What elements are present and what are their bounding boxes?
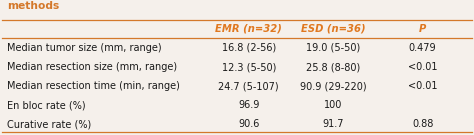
Text: 24.7 (5-107): 24.7 (5-107) (219, 81, 279, 91)
Text: 0.479: 0.479 (409, 43, 437, 53)
Text: 90.9 (29-220): 90.9 (29-220) (300, 81, 366, 91)
Text: 19.0 (5-50): 19.0 (5-50) (306, 43, 360, 53)
Text: EMR (n=32): EMR (n=32) (215, 24, 282, 34)
Text: 12.3 (5-50): 12.3 (5-50) (221, 62, 276, 72)
Text: 91.7: 91.7 (323, 119, 344, 129)
Text: Median resection time (min, range): Median resection time (min, range) (7, 81, 180, 91)
Text: methods: methods (7, 1, 59, 11)
Text: 0.88: 0.88 (412, 119, 433, 129)
Text: 100: 100 (324, 100, 343, 110)
Text: Median resection size (mm, range): Median resection size (mm, range) (7, 62, 177, 72)
Text: 96.9: 96.9 (238, 100, 259, 110)
Text: En bloc rate (%): En bloc rate (%) (7, 100, 85, 110)
Text: 90.6: 90.6 (238, 119, 259, 129)
Text: 25.8 (8-80): 25.8 (8-80) (306, 62, 360, 72)
Text: ESD (n=36): ESD (n=36) (301, 24, 365, 34)
Text: <0.01: <0.01 (408, 81, 438, 91)
Text: P: P (419, 24, 426, 34)
Text: Median tumor size (mm, range): Median tumor size (mm, range) (7, 43, 162, 53)
Text: Curative rate (%): Curative rate (%) (7, 119, 91, 129)
Text: <0.01: <0.01 (408, 62, 438, 72)
Text: 16.8 (2-56): 16.8 (2-56) (222, 43, 276, 53)
